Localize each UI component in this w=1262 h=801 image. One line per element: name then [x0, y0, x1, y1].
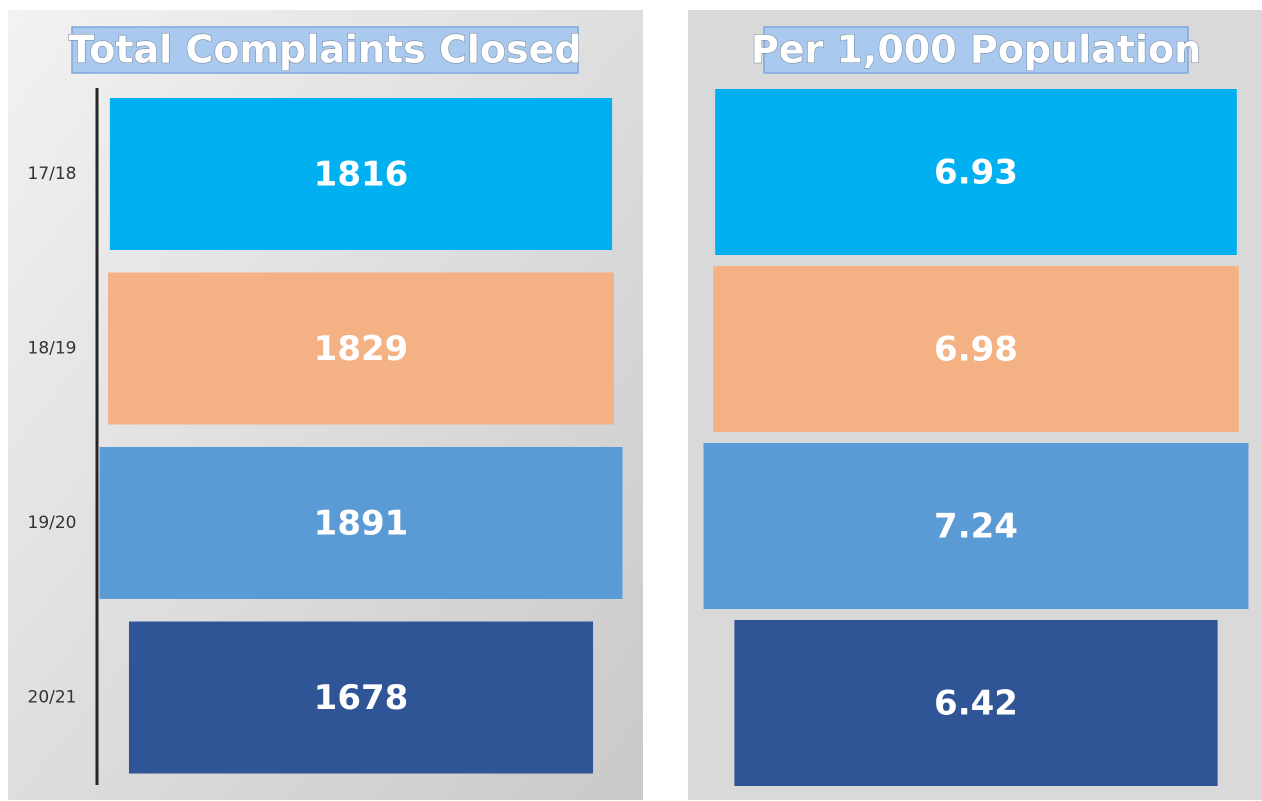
value-label: 1678: [314, 678, 409, 718]
title-box: [71, 26, 579, 74]
bar: [128, 621, 594, 774]
value-label: 1829: [314, 329, 409, 369]
value-label: 6.42: [934, 684, 1018, 724]
bar: [703, 443, 1249, 609]
bar: [734, 620, 1218, 786]
category-label: 17/18: [28, 164, 77, 184]
chart-title: Per 1,000 Population: [751, 28, 1201, 72]
bar: [109, 98, 613, 250]
chart-title: Total Complaints Closed: [68, 28, 581, 72]
category-label: 18/19: [28, 339, 77, 359]
value-label: 7.24: [934, 507, 1018, 547]
bar: [713, 266, 1239, 432]
category-label: 19/20: [28, 513, 77, 533]
bar: [99, 447, 623, 599]
title-box: [763, 26, 1189, 74]
value-label: 6.98: [934, 330, 1018, 370]
bar: [715, 89, 1237, 255]
category-label: 20/21: [28, 688, 77, 708]
bar: [108, 272, 614, 425]
value-label: 1816: [314, 155, 409, 195]
value-label: 6.93: [934, 153, 1018, 193]
value-label: 1891: [314, 504, 409, 544]
